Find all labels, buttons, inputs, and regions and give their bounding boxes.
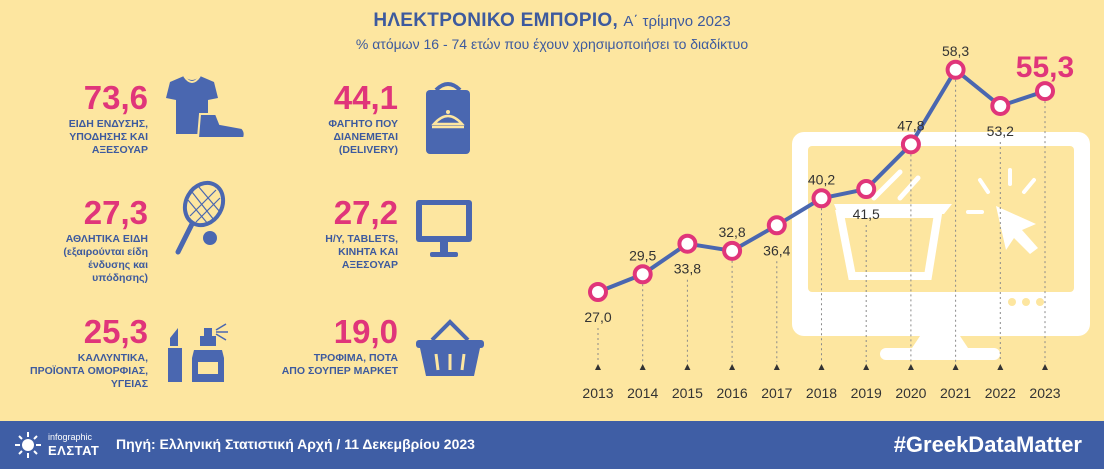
category-label: Η/Υ, TABLETS, ΚΙΝΗΤΑ ΚΑΙ ΑΞΕΣΟΥΑΡ: [325, 233, 398, 271]
category-label: ΤΡΟΦΙΜΑ, ΠΟΤΑ ΑΠΟ ΣΟΥΠΕΡ ΜΑΡΚΕΤ: [281, 352, 398, 377]
data-label: 27,0: [584, 309, 611, 325]
tick-marker: [639, 364, 646, 370]
data-label: 33,8: [674, 261, 701, 277]
tick-marker: [818, 364, 825, 370]
data-point: [722, 240, 743, 261]
category-label: ΑΘΛΗΤΙΚΑ ΕΙΔΗ (εξαιρούνται είδη ένδυσης κα…: [63, 233, 148, 284]
data-label: 32,8: [718, 224, 745, 240]
title-bold: ΗΛΕΚΤΡΟΝΙΚΟ ΕΜΠΟΡΙΟ,: [373, 10, 619, 31]
data-label: 58,3: [942, 43, 969, 59]
data-point: [1035, 81, 1055, 102]
data-label: 53,2: [987, 123, 1014, 139]
data-point: [990, 95, 1011, 116]
data-point: [811, 188, 832, 209]
data-label: 29,5: [629, 247, 656, 263]
tick-marker: [729, 364, 736, 370]
tick-marker: [1042, 364, 1048, 370]
data-point: [677, 233, 698, 254]
cosmetics-icon: [168, 323, 228, 382]
x-tick-label: 2019: [851, 385, 882, 401]
food-delivery-bag-icon: [426, 82, 470, 154]
category-label: ΕΙΔΗ ΕΝΔΥΣΗΣ, ΥΠΟΔΗΣΗΣ ΚΑΙ ΑΞΕΣΟΥΑΡ: [68, 118, 148, 156]
category-electronics: 27,2 Η/Υ, TABLETS, ΚΙΝΗΤΑ ΚΑΙ ΑΞΕΣΟΥΑΡ: [228, 196, 398, 272]
monitor-icon: [416, 200, 472, 257]
x-tick-label: 2014: [627, 385, 658, 401]
category-delivery: 44,1 ΦΑΓΗΤΟ ΠΟΥ ΔΙΑΝΕΜΕΤΑΙ (DELIVERY): [228, 81, 398, 157]
data-label: 47,8: [897, 117, 924, 133]
data-label: 55,3: [1016, 51, 1074, 84]
shopping-basket-icon: [416, 319, 484, 376]
category-clothing: 73,6 ΕΙΔΗ ΕΝΔΥΣΗΣ, ΥΠΟΔΗΣΗΣ ΚΑΙ ΑΞΕΣΟΥΑΡ: [0, 81, 148, 157]
brand-small: infographic: [48, 432, 93, 442]
clothes-shoe-icon: [166, 75, 246, 139]
subtitle: % ατόμων 16 - 74 ετών που έχουν χρησιμοπ…: [355, 36, 749, 52]
category-cosmetics: 25,3 ΚΑΛΛΥΝΤΙΚΑ, ΠΡΟΪΟΝΤΑ ΟΜΟΡΦΙΑΣ, ΥΓΕΙΑΣ: [0, 315, 148, 391]
data-label: 40,2: [808, 171, 835, 187]
tick-marker: [684, 364, 691, 370]
x-tick-label: 2013: [582, 385, 613, 401]
data-point: [945, 59, 966, 80]
category-sports: 27,3 ΑΘΛΗΤΙΚΑ ΕΙΔΗ (εξαιρούνται είδη ένδυσ…: [0, 196, 148, 285]
tick-marker: [997, 364, 1004, 370]
tick-marker: [773, 364, 780, 370]
x-tick-label: 2015: [672, 385, 703, 401]
tennis-racket-icon: [175, 180, 226, 255]
title-period: Α΄ τρίμηνο 2023: [623, 13, 731, 30]
data-point: [632, 264, 653, 285]
category-value: 25,3: [83, 313, 148, 350]
elstat-logo-icon: [15, 432, 41, 458]
tick-marker: [907, 364, 914, 370]
data-label: 36,4: [763, 242, 790, 258]
data-point: [856, 179, 877, 200]
category-value: 27,3: [83, 194, 148, 231]
tick-marker: [863, 364, 870, 370]
x-tick-label: 2021: [940, 385, 971, 401]
brand-name: ΕΛΣΤΑΤ: [48, 443, 100, 458]
hashtag: #GreekDataMatter: [893, 432, 1082, 457]
x-tick-label: 2016: [717, 385, 748, 401]
category-groceries: 19,0 ΤΡΟΦΙΜΑ, ΠΟΤΑ ΑΠΟ ΣΟΥΠΕΡ ΜΑΡΚΕΤ: [228, 315, 398, 378]
category-value: 27,2: [333, 194, 398, 231]
x-tick-label: 2022: [985, 385, 1016, 401]
page-title: ΗΛΕΚΤΡΟΝΙΚΟ ΕΜΠΟΡΙΟ, Α΄ τρίμηνο 2023: [0, 10, 1104, 32]
line-chart: 27,0 29,5 33,8 32,8 36,4 40,2 41,5 47,8 58,3 53,2…: [582, 43, 1090, 401]
source-text: Πηγή: Ελληνική Στατιστική Αρχή / 11 Δεκε…: [116, 436, 475, 452]
footer-bar: infographic ΕΛΣΤΑΤ Πηγή: Ελληνική Στατισ…: [0, 421, 1104, 469]
category-label: ΦΑΓΗΤΟ ΠΟΥ ΔΙΑΝΕΜΕΤΑΙ (DELIVERY): [328, 118, 398, 156]
tick-marker: [952, 364, 959, 370]
data-point: [900, 134, 921, 155]
x-tick-label: 2020: [895, 385, 926, 401]
x-tick-label: 2018: [806, 385, 837, 401]
category-label: ΚΑΛΛΥΝΤΙΚΑ, ΠΡΟΪΟΝΤΑ ΟΜΟΡΦΙΑΣ, ΥΓΕΙΑΣ: [30, 352, 148, 390]
data-point: [588, 282, 608, 302]
data-label: 41,5: [853, 206, 880, 222]
category-value: 44,1: [333, 79, 398, 116]
x-tick-label: 2017: [761, 385, 792, 401]
category-value: 73,6: [83, 79, 148, 116]
category-value: 19,0: [333, 313, 398, 350]
x-tick-label: 2023: [1029, 385, 1060, 401]
data-point: [766, 215, 787, 236]
tick-marker: [595, 364, 601, 370]
